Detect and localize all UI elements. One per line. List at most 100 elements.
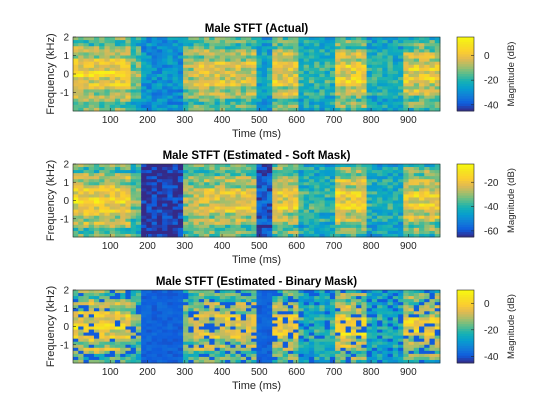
heatmap-cell (73, 218, 79, 223)
heatmap-cell (324, 95, 331, 100)
heatmap-cell (298, 170, 305, 174)
heatmap-cell (177, 197, 184, 201)
heatmap-cell (214, 323, 221, 327)
heatmap-cell (104, 347, 111, 352)
heatmap-cell (392, 224, 399, 229)
heatmap-cell (335, 77, 341, 81)
heatmap-cell (377, 194, 383, 198)
heatmap-cell (350, 182, 357, 186)
heatmap-cell (413, 61, 420, 66)
heatmap-cell (266, 218, 273, 223)
heatmap-cell (377, 311, 383, 315)
heatmap-cell (235, 182, 242, 186)
heatmap-cell (266, 323, 273, 327)
heatmap-cell (167, 107, 174, 112)
heatmap-cell (188, 305, 194, 309)
heatmap-cell (135, 200, 142, 204)
heatmap-cell (293, 335, 299, 340)
heatmap-cell (335, 233, 341, 238)
heatmap-cell (135, 43, 142, 47)
heatmap-cell (235, 233, 242, 238)
heatmap-cell (256, 52, 263, 56)
heatmap-cell (424, 55, 430, 59)
heatmap-cell (387, 104, 394, 109)
heatmap-cell (398, 55, 404, 59)
heatmap-cell (345, 215, 352, 220)
heatmap-cell (287, 89, 294, 93)
heatmap-cell (335, 194, 341, 198)
heatmap-cell (277, 326, 284, 330)
heatmap-cell (130, 58, 137, 63)
heatmap-cell (308, 194, 315, 198)
heatmap-cell (293, 338, 299, 343)
heatmap-cell (125, 206, 132, 211)
heatmap-cell (277, 86, 284, 90)
heatmap-cell (141, 218, 147, 223)
heatmap-cell (83, 61, 90, 66)
heatmap-cell (377, 353, 383, 358)
heatmap-cell (261, 338, 268, 343)
heatmap-cell (287, 218, 294, 223)
heatmap-cell (104, 227, 111, 232)
heatmap-cell (225, 314, 231, 318)
heatmap-cell (73, 212, 79, 217)
heatmap-cell (387, 215, 394, 220)
heatmap-cell (219, 176, 226, 180)
heatmap-cell (230, 188, 236, 192)
heatmap-cell (162, 230, 168, 235)
heatmap-cell (382, 194, 388, 198)
heatmap-cell (251, 80, 257, 84)
heatmap-cell (293, 290, 299, 294)
heatmap-cell (361, 89, 367, 93)
heatmap-cell (188, 182, 194, 186)
heatmap-cell (162, 353, 168, 358)
heatmap-cell (345, 67, 352, 72)
heatmap-cell (282, 61, 289, 66)
heatmap-cell (109, 52, 116, 56)
heatmap-cell (188, 185, 194, 189)
heatmap-cell (99, 67, 105, 72)
heatmap-cell (204, 230, 210, 235)
heatmap-cell (204, 182, 210, 186)
heatmap-cell (298, 350, 305, 355)
heatmap-cell (356, 43, 362, 47)
heatmap-cell (240, 221, 247, 226)
heatmap-cell (120, 212, 126, 217)
heatmap-cell (235, 341, 242, 346)
heatmap-cell (183, 194, 189, 198)
heatmap-cell (287, 329, 294, 333)
heatmap-cell (99, 212, 105, 217)
heatmap-cell (93, 323, 100, 327)
heatmap-cell (83, 191, 90, 195)
heatmap-cell (277, 332, 284, 337)
heatmap-cell (319, 55, 326, 59)
heatmap-cell (350, 296, 357, 300)
heatmap-cell (377, 323, 383, 327)
heatmap-cell (256, 197, 263, 201)
heatmap-cell (146, 194, 153, 198)
y-tick-label: 1 (63, 178, 69, 189)
heatmap-cell (198, 209, 205, 214)
heatmap-cell (329, 61, 336, 66)
heatmap-cell (198, 335, 205, 340)
heatmap-cell (319, 329, 326, 333)
heatmap-cell (403, 221, 409, 226)
heatmap-cell (340, 194, 347, 198)
heatmap-cell (419, 185, 425, 189)
heatmap-cell (172, 164, 179, 168)
heatmap-cell (88, 206, 95, 211)
colorbar-swatch (457, 205, 474, 209)
heatmap-cell (387, 95, 394, 100)
heatmap-cell (287, 341, 294, 346)
heatmap-cell (109, 233, 116, 238)
heatmap-cell (219, 46, 226, 50)
heatmap-cell (88, 83, 95, 87)
heatmap-cell (120, 290, 126, 294)
heatmap-cell (151, 182, 158, 186)
heatmap-cell (377, 61, 383, 66)
heatmap-cell (125, 200, 132, 204)
heatmap-cell (308, 197, 315, 201)
heatmap-cell (93, 176, 100, 180)
heatmap-cell (324, 61, 331, 66)
heatmap-cell (434, 206, 441, 211)
